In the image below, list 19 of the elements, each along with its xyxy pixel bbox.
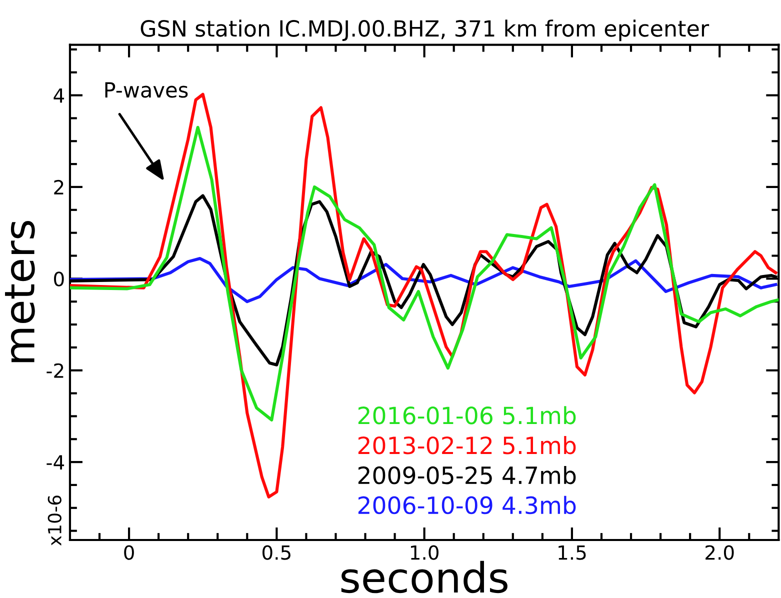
chart-title: GSN station IC.MDJ.00.BHZ, 371 km from epicenter	[140, 20, 710, 42]
annotation: P-waves	[105, 82, 188, 98]
text: 2009-05-25 4.7mb	[358, 466, 576, 484]
x-tick-label: 0.5	[262, 545, 290, 560]
x-tick-label: 1.0	[410, 545, 438, 560]
y-tick-label: 4	[54, 88, 64, 103]
y-tick-label: -2	[46, 363, 64, 378]
y-tick-label: 0	[54, 272, 64, 286]
x-tick-label: 0	[124, 545, 134, 560]
y-tick-label: -4	[46, 455, 64, 470]
y-axis-title: meters	[5, 220, 35, 362]
text: 2013-02-12 5.1mb	[358, 436, 576, 454]
x-tick-label: 1.5	[558, 545, 586, 560]
x-axis-title: seconds	[341, 560, 508, 594]
text: 2016-01-06 5.1mb	[358, 406, 576, 424]
text: 2006-10-09 4.3mb	[358, 496, 576, 514]
x-tick-label: 2.0	[706, 545, 734, 560]
text: x10-6	[48, 496, 62, 546]
y-tick-label: 2	[54, 180, 64, 194]
